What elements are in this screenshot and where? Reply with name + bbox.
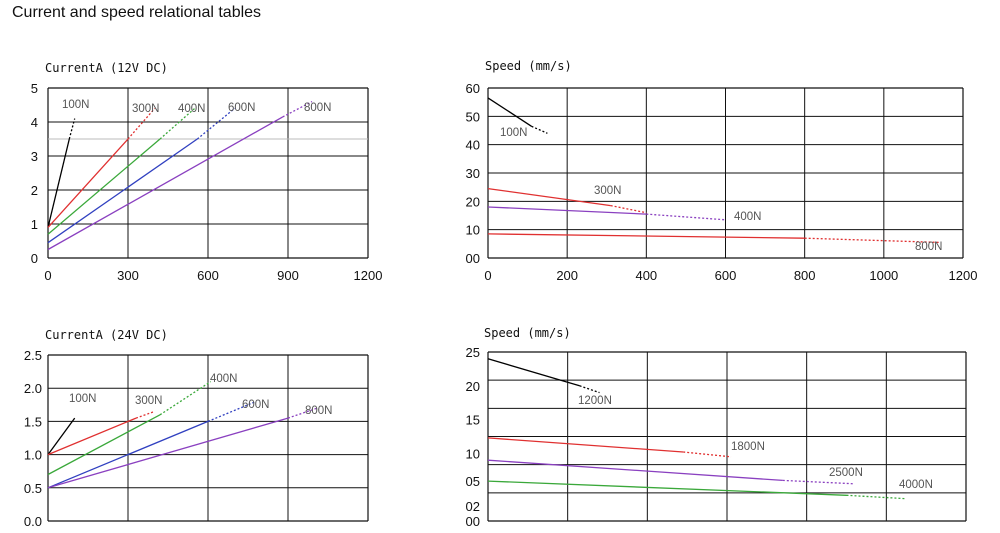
x-tick-label: 300 — [117, 268, 139, 283]
y-tick-label: 1 — [31, 217, 38, 232]
x-tick-label: 1200 — [949, 268, 978, 283]
y-tick-label: 50 — [466, 109, 480, 124]
series-line-600N — [47, 138, 198, 244]
series-dashed-300N — [135, 410, 155, 419]
series-dashed-800N — [282, 101, 313, 118]
y-tick-label: 0.0 — [24, 514, 42, 529]
series-label-300N: 300N — [135, 395, 163, 407]
series-dashed-4000N — [846, 494, 907, 500]
series-dashed-800N — [804, 237, 940, 244]
series-dashed-300N — [610, 204, 647, 214]
series-label-600N: 600N — [228, 102, 256, 114]
x-tick-label: 1200 — [354, 268, 383, 283]
series-dashed-1800N — [683, 451, 732, 458]
series-dashed-400N — [159, 381, 212, 416]
series-label-800N: 800N — [915, 241, 943, 253]
series-line-400N — [487, 206, 647, 215]
y-tick-label: 2 — [31, 183, 38, 198]
x-tick-label: 600 — [197, 268, 219, 283]
series-dashed-300N — [127, 107, 156, 140]
y-tick-label: 02 — [466, 499, 480, 514]
series-line-800N — [47, 116, 284, 251]
y-tick-label: 0 — [31, 251, 38, 266]
series-dashed-400N — [646, 213, 726, 221]
series-line-1200N — [487, 358, 580, 387]
series-label-800N: 800N — [305, 405, 333, 417]
series-line-100N — [487, 97, 532, 127]
y-tick-label: 25 — [466, 345, 480, 360]
series-dashed-100N — [68, 118, 76, 140]
y-tick-label: 20 — [466, 379, 480, 394]
y-tick-label: 4 — [31, 115, 38, 130]
y-tick-label: 20 — [466, 194, 480, 209]
series-label-1800N: 1800N — [731, 441, 765, 453]
series-dashed-1200N — [579, 385, 600, 394]
series-label-1200N: 1200N — [578, 395, 612, 407]
chart-title: CurrentA (24V DC) — [45, 328, 168, 342]
series-line-1800N — [487, 437, 684, 453]
series-line-100N — [47, 417, 76, 455]
series-dashed-800N — [287, 407, 318, 419]
series-label-100N: 100N — [69, 393, 97, 405]
series-line-100N — [47, 138, 70, 228]
y-tick-label: 40 — [466, 138, 480, 153]
series-line-800N — [47, 417, 289, 489]
series-label-300N: 300N — [594, 185, 622, 197]
x-tick-label: 900 — [277, 268, 299, 283]
x-tick-label: 0 — [484, 268, 491, 283]
series-label-4000N: 4000N — [899, 479, 933, 491]
series-line-2500N — [487, 459, 783, 482]
series-label-400N: 400N — [178, 103, 206, 115]
y-tick-label: 5 — [31, 81, 38, 96]
y-tick-label: 00 — [466, 251, 480, 266]
y-tick-label: 30 — [466, 166, 480, 181]
chart-title: Speed (mm/s) — [484, 326, 571, 340]
series-label-400N: 400N — [734, 211, 762, 223]
series-dashed-600N — [196, 107, 236, 140]
chart-title: Speed (mm/s) — [485, 59, 572, 73]
y-tick-label: 10 — [466, 446, 480, 461]
y-tick-label: 15 — [466, 413, 480, 428]
series-dashed-600N — [207, 400, 257, 423]
y-tick-label: 2.0 — [24, 381, 42, 396]
y-tick-label: 00 — [466, 514, 480, 529]
series-line-4000N — [487, 480, 847, 496]
x-tick-label: 1000 — [869, 268, 898, 283]
series-label-600N: 600N — [242, 399, 270, 411]
y-tick-label: 3 — [31, 149, 38, 164]
y-tick-label: 1.0 — [24, 448, 42, 463]
y-tick-label: 10 — [466, 223, 480, 238]
series-line-400N — [47, 414, 161, 476]
series-line-800N — [487, 233, 805, 239]
y-tick-label: 05 — [466, 474, 480, 489]
series-line-300N — [487, 187, 611, 207]
series-label-100N: 100N — [500, 127, 528, 139]
series-label-2500N: 2500N — [829, 467, 863, 479]
x-tick-label: 200 — [556, 268, 578, 283]
page-title: Current and speed relational tables — [12, 4, 262, 21]
series-dashed-100N — [531, 125, 548, 134]
y-tick-label: 2.5 — [24, 348, 42, 363]
series-dashed-2500N — [782, 479, 855, 485]
series-line-400N — [47, 138, 161, 235]
x-tick-label: 600 — [715, 268, 737, 283]
series-label-400N: 400N — [210, 373, 238, 385]
x-tick-label: 0 — [44, 268, 51, 283]
y-tick-label: 60 — [466, 81, 480, 96]
y-tick-label: 0.5 — [24, 481, 42, 496]
series-label-800N: 800N — [304, 102, 332, 114]
series-line-300N — [47, 138, 129, 228]
chart-title: CurrentA (12V DC) — [45, 61, 168, 75]
y-tick-label: 1.5 — [24, 414, 42, 429]
series-label-300N: 300N — [132, 103, 160, 115]
x-tick-label: 800 — [794, 268, 816, 283]
x-tick-label: 400 — [635, 268, 657, 283]
series-line-300N — [47, 417, 137, 456]
series-line-600N — [47, 420, 209, 489]
series-label-100N: 100N — [62, 99, 90, 111]
